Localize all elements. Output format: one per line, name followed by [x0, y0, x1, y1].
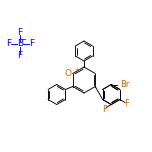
Text: F: F — [6, 40, 11, 48]
Text: −: − — [21, 38, 26, 43]
Text: O: O — [65, 69, 72, 78]
Text: +: + — [74, 67, 80, 74]
Text: F: F — [17, 28, 22, 37]
Text: F: F — [17, 51, 22, 60]
Text: B: B — [17, 40, 23, 48]
Text: F: F — [29, 40, 34, 48]
Text: Br: Br — [120, 80, 130, 89]
Text: F: F — [102, 105, 107, 114]
Text: F: F — [124, 100, 129, 109]
